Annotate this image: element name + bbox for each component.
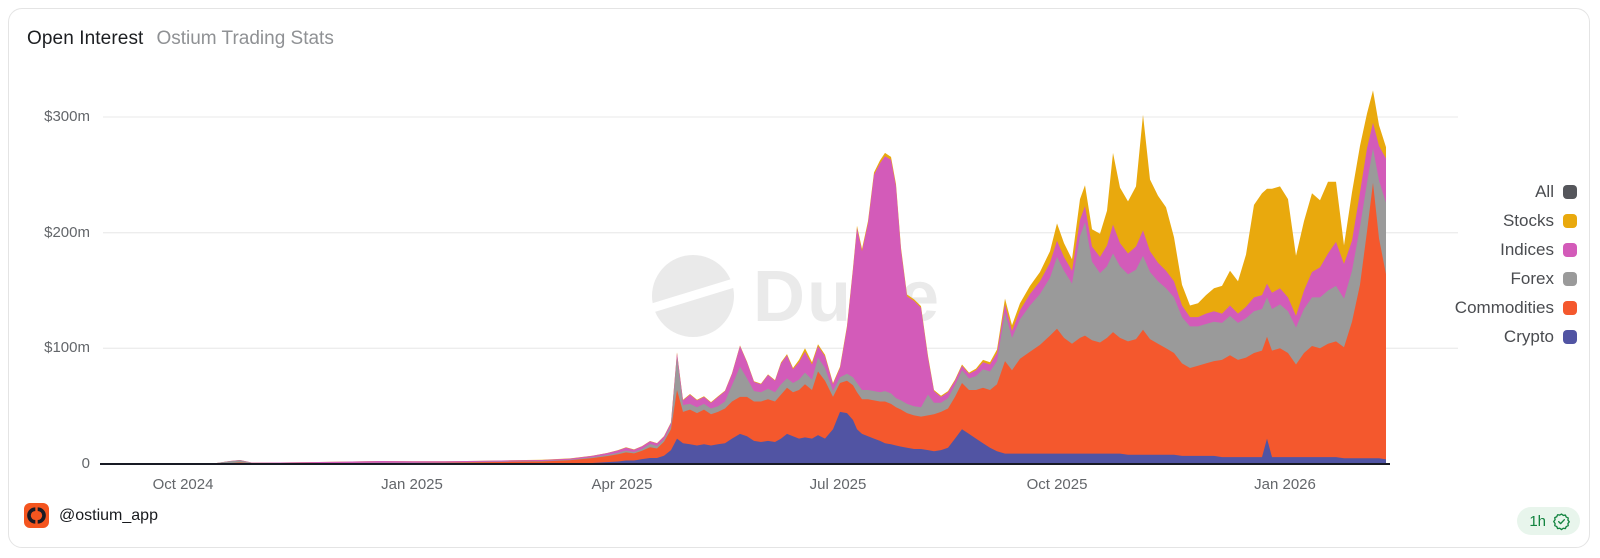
verified-check-icon: [1552, 512, 1571, 531]
x-tick-label: Jan 2025: [381, 476, 443, 493]
y-tick-label: 0: [81, 455, 90, 472]
chart-plot-area[interactable]: [103, 80, 1390, 464]
chart-header: Open Interest Ostium Trading Stats: [27, 28, 334, 50]
x-tick-label: Apr 2025: [591, 476, 653, 493]
y-tick-label: $300m: [44, 107, 90, 125]
legend-item-indices[interactable]: Indices: [1500, 239, 1577, 261]
legend-label: Commodities: [1454, 298, 1554, 317]
legend-item-commodities[interactable]: Commodities: [1455, 297, 1577, 319]
legend-label: Crypto: [1503, 327, 1554, 346]
legend-swatch-icon: [1563, 185, 1577, 199]
x-tick-label: Jan 2026: [1254, 476, 1316, 493]
legend-item-forex[interactable]: Forex: [1511, 268, 1577, 290]
area-commodities: [103, 182, 1386, 464]
ostium-logo-icon: [24, 503, 49, 528]
legend-swatch-icon: [1563, 272, 1577, 286]
freshness-badge: 1h: [1517, 507, 1580, 535]
legend-label: Indices: [1500, 240, 1554, 259]
legend-label: Forex: [1510, 269, 1554, 288]
legend-swatch-icon: [1563, 214, 1577, 228]
legend-item-stocks[interactable]: Stocks: [1503, 210, 1577, 232]
page-title: Open Interest: [27, 28, 144, 49]
legend-swatch-icon: [1563, 301, 1577, 315]
area-crypto: [103, 411, 1386, 464]
y-tick-label: $200m: [44, 223, 90, 241]
legend-label: All: [1535, 182, 1554, 201]
legend-item-all[interactable]: All: [1535, 181, 1577, 203]
legend-item-crypto[interactable]: Crypto: [1504, 326, 1577, 348]
y-tick-label: $100m: [44, 339, 90, 357]
chart-legend: All Stocks Indices Forex Commodities Crypto: [1455, 181, 1577, 348]
x-tick-label: Oct 2024: [152, 476, 214, 493]
author-handle: @ostium_app: [59, 506, 158, 524]
x-tick-label: Oct 2025: [1026, 476, 1088, 493]
legend-swatch-icon: [1563, 243, 1577, 257]
freshness-age: 1h: [1529, 512, 1546, 530]
legend-swatch-icon: [1563, 330, 1577, 344]
x-tick-label: Jul 2025: [809, 476, 867, 493]
page-subtitle: Ostium Trading Stats: [156, 28, 334, 49]
legend-label: Stocks: [1502, 211, 1554, 230]
author-attribution[interactable]: @ostium_app: [24, 503, 158, 528]
